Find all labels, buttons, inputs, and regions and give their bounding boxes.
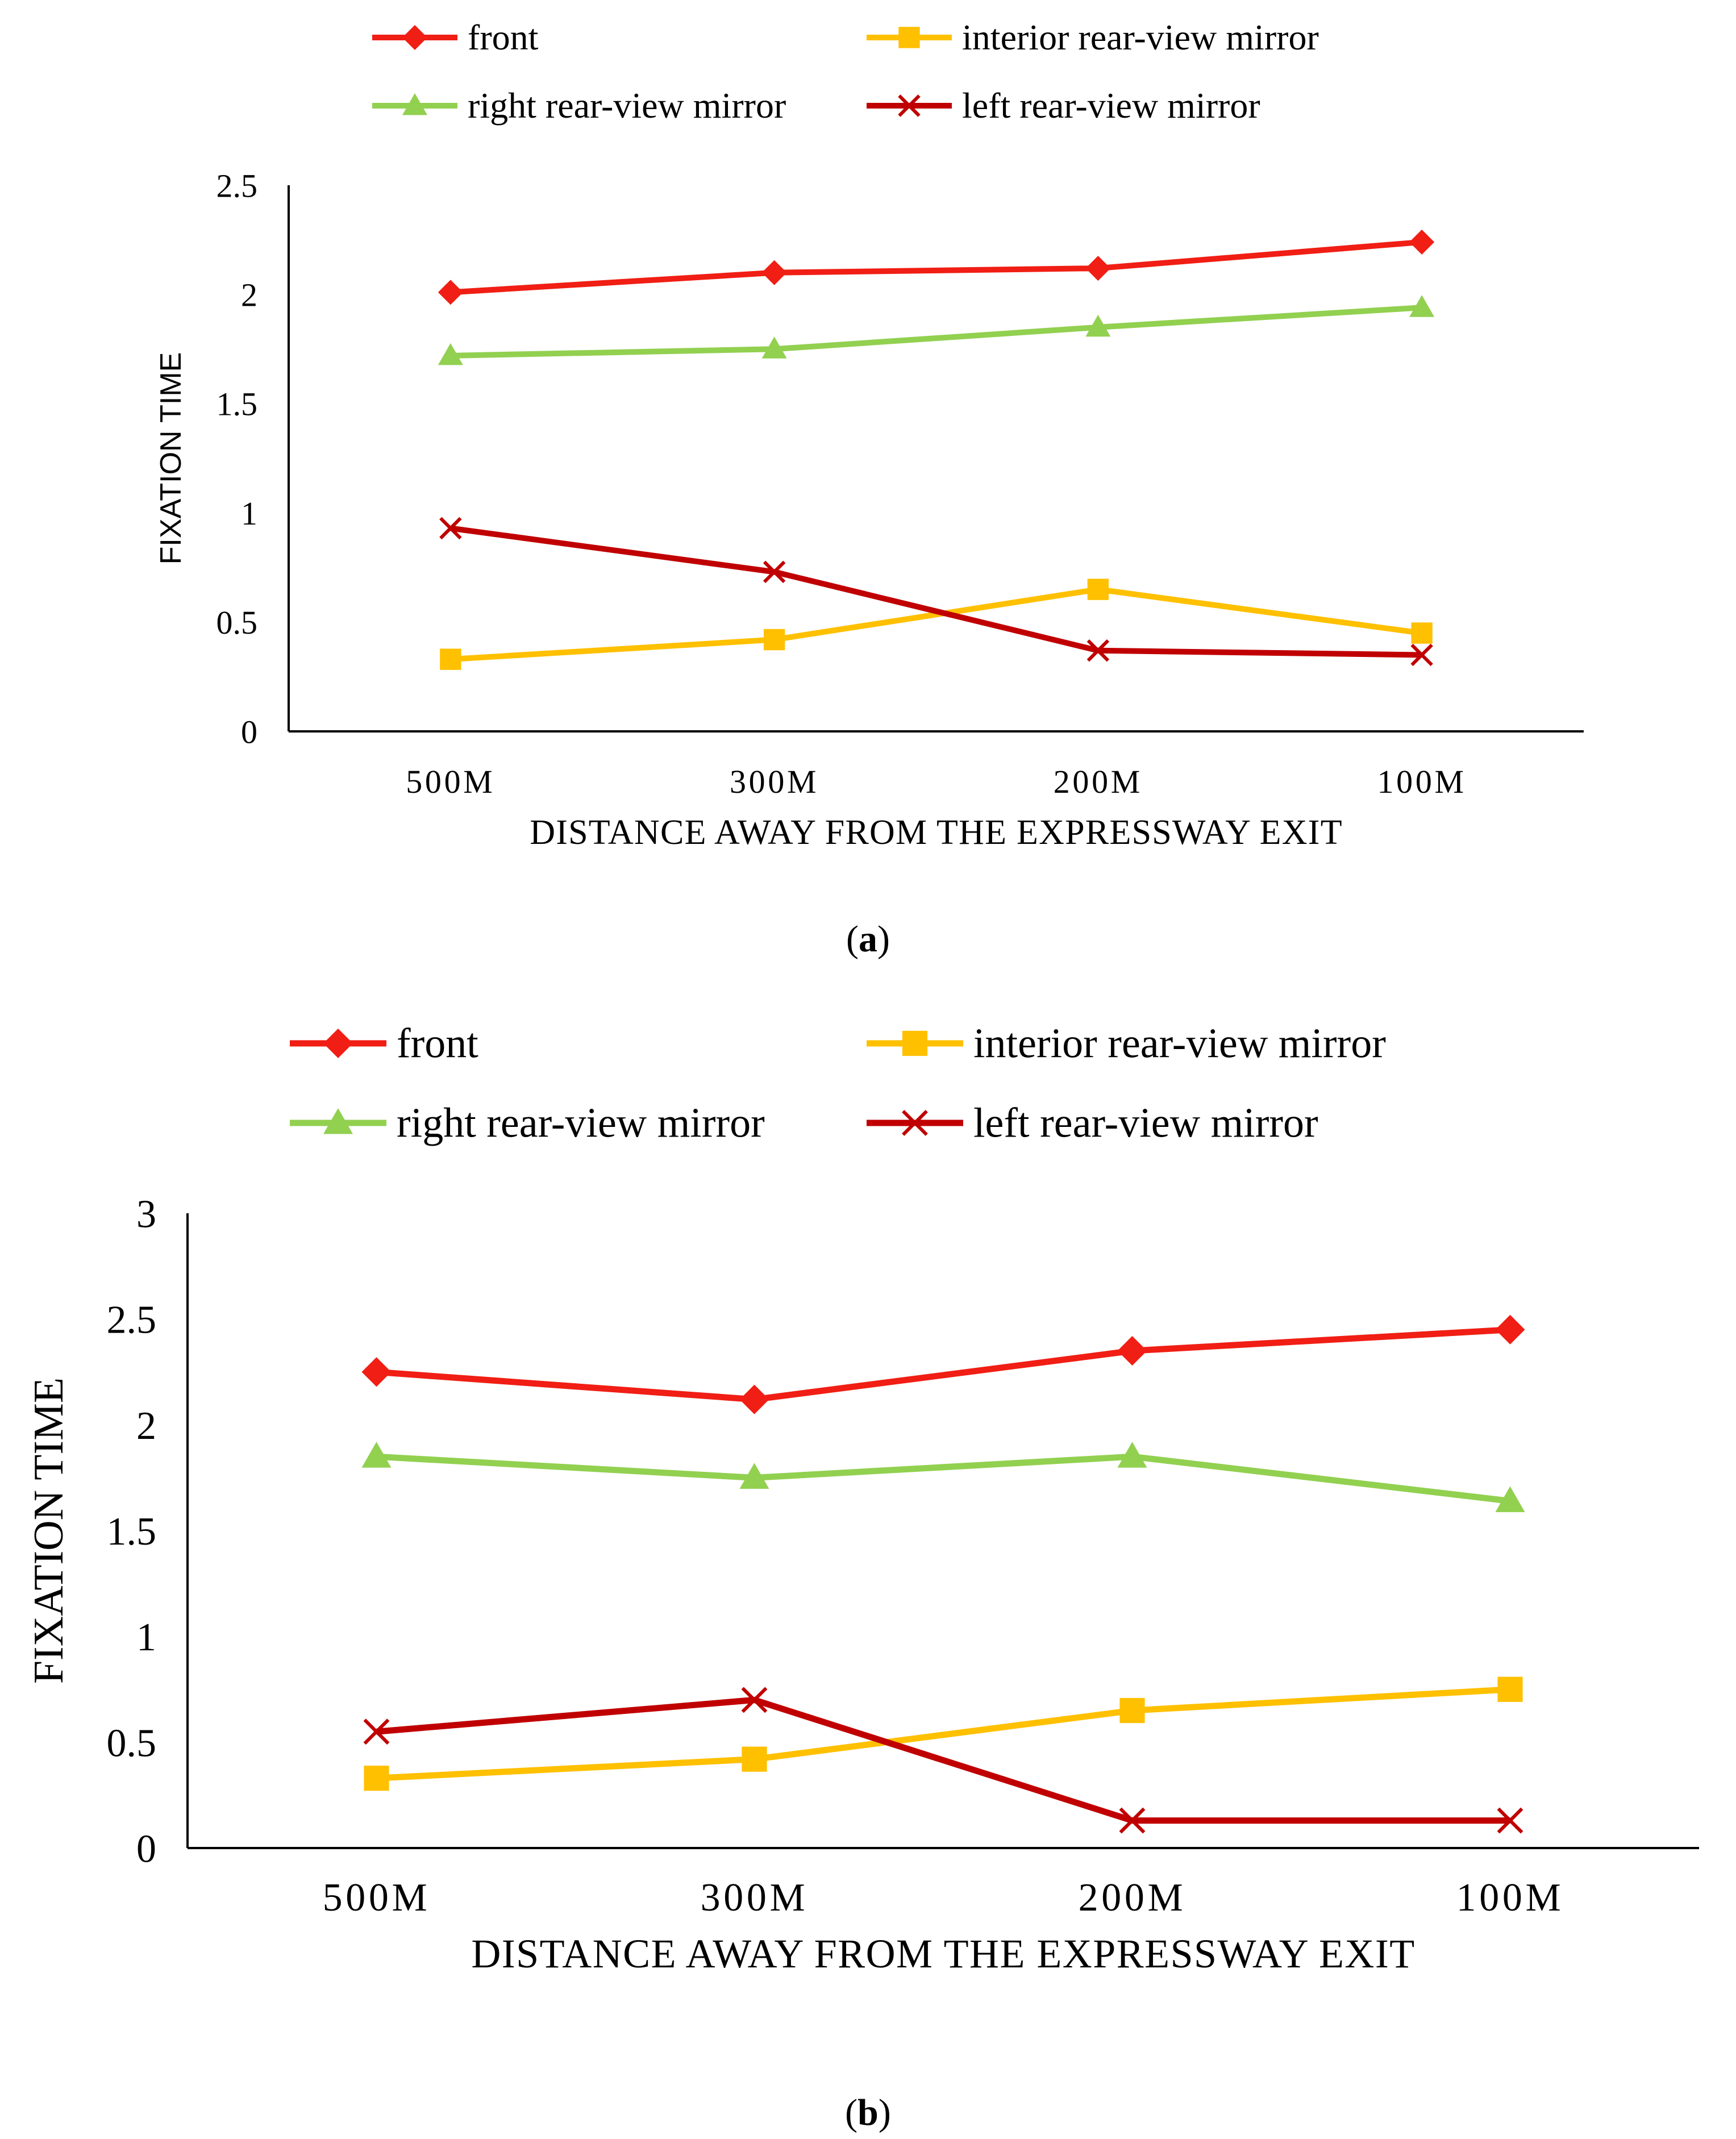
b-x-tick-label: 300M bbox=[701, 1876, 809, 1920]
a-y-tick-label: 0 bbox=[241, 713, 257, 750]
caption-b-label: b bbox=[857, 2092, 879, 2133]
b-legend-label-front: front bbox=[397, 1020, 478, 1067]
a-x-tick-label: 100M bbox=[1377, 763, 1467, 800]
b-point-left-rear-view-mirror-300m bbox=[741, 1687, 768, 1713]
a-y-axis-title: FIXATION TIME bbox=[155, 352, 188, 565]
b-series-line-front bbox=[376, 1326, 1510, 1403]
b-legend-marker-front bbox=[323, 1029, 353, 1058]
chart-b: 0 0.5 1 1.5 2 2.5 3 500M 300M 200M 100M DISTANCE AW… bbox=[26, 1020, 1699, 1976]
chart-panel-b: 0 0.5 1 1.5 2 2.5 3 500M 300M 200M 100M DISTANCE AW… bbox=[0, 1000, 1736, 2139]
a-y-tick-label: 2.5 bbox=[217, 167, 258, 204]
b-point-interior-rear-view-mirror-200m bbox=[1119, 1697, 1145, 1724]
a-x-tick-label: 500M bbox=[406, 763, 495, 800]
b-point-right-rear-view-mirror-300m bbox=[739, 1463, 769, 1489]
a-legend-marker-front bbox=[402, 25, 427, 50]
b-point-interior-rear-view-mirror-300m bbox=[742, 1746, 767, 1772]
b-legend-label-left-rear-view-mirror: left rear-view mirror bbox=[973, 1100, 1318, 1146]
b-y-tick-label: 2.5 bbox=[107, 1299, 157, 1342]
a-legend-label-front: front bbox=[468, 17, 539, 57]
a-point-left-rear-view-mirror-200m bbox=[1086, 639, 1110, 662]
b-point-front-100m bbox=[1495, 1314, 1525, 1345]
a-point-front-100m bbox=[1409, 229, 1435, 255]
a-point-right-rear-view-mirror-500m bbox=[438, 343, 463, 365]
b-point-right-rear-view-mirror-100m bbox=[1495, 1486, 1525, 1512]
a-point-right-rear-view-mirror-200m bbox=[1085, 314, 1111, 337]
b-legend-marker-left-rear-view-mirror bbox=[902, 1110, 928, 1136]
a-y-tick-label: 0.5 bbox=[217, 604, 258, 641]
b-y-tick-label: 0.5 bbox=[107, 1721, 157, 1765]
a-legend-marker-left-rear-view-mirror bbox=[898, 94, 921, 117]
b-point-left-rear-view-mirror-200m bbox=[1119, 1807, 1146, 1834]
b-y-tick-label: 0 bbox=[136, 1828, 156, 1871]
caption-a: (a) bbox=[846, 918, 890, 960]
a-point-front-500m bbox=[438, 280, 463, 305]
a-point-right-rear-view-mirror-300m bbox=[761, 336, 787, 359]
b-y-tick-label: 1 bbox=[136, 1616, 156, 1659]
a-x-axis-title: DISTANCE AWAY FROM THE EXPRESSWAY EXIT bbox=[530, 813, 1343, 852]
a-x-tick-label: 200M bbox=[1054, 763, 1143, 800]
b-point-front-500m bbox=[361, 1357, 392, 1387]
b-y-axis-title: FIXATION TIME bbox=[26, 1378, 72, 1684]
a-x-tick-label: 300M bbox=[730, 763, 819, 800]
b-point-right-rear-view-mirror-200m bbox=[1117, 1442, 1147, 1468]
b-legend-marker-right-rear-view-mirror bbox=[323, 1108, 353, 1134]
b-legend-marker-interior-rear-view-mirror bbox=[902, 1030, 928, 1056]
caption-a-label: a bbox=[859, 918, 877, 960]
a-point-front-300m bbox=[761, 260, 787, 285]
b-point-interior-rear-view-mirror-100m bbox=[1497, 1676, 1523, 1702]
b-series-line-left-rear-view-mirror bbox=[376, 1696, 1510, 1824]
b-series-line-interior-rear-view-mirror bbox=[376, 1686, 1510, 1782]
caption-b: (b) bbox=[845, 2092, 891, 2133]
b-y-tick-label: 3 bbox=[136, 1193, 156, 1237]
chart-panel-a: 0 0.5 1 1.5 2 2.5 500M 300M 200M 100M DISTANCE AWA… bbox=[0, 0, 1736, 1000]
a-point-interior-rear-view-mirror-100m bbox=[1411, 622, 1433, 644]
b-x-tick-label: 500M bbox=[323, 1876, 431, 1920]
b-point-front-200m bbox=[1117, 1336, 1147, 1366]
b-point-interior-rear-view-mirror-500m bbox=[364, 1766, 389, 1791]
a-point-front-200m bbox=[1085, 256, 1111, 281]
a-point-left-rear-view-mirror-500m bbox=[439, 517, 462, 540]
b-y-tick-label: 2 bbox=[136, 1404, 156, 1448]
a-y-tick-label: 1 bbox=[241, 495, 257, 532]
b-x-tick-label: 200M bbox=[1079, 1876, 1187, 1920]
b-x-axis-title: DISTANCE AWAY FROM THE EXPRESSWAY EXIT bbox=[471, 1931, 1415, 1976]
a-point-right-rear-view-mirror-100m bbox=[1409, 295, 1435, 317]
b-x-tick-label: 100M bbox=[1456, 1876, 1564, 1920]
a-legend-marker-right-rear-view-mirror bbox=[402, 93, 427, 115]
a-series-line-interior-rear-view-mirror bbox=[450, 586, 1422, 663]
b-series-line-right-rear-view-mirror bbox=[376, 1453, 1511, 1504]
a-point-interior-rear-view-mirror-200m bbox=[1087, 579, 1109, 600]
chart-a: 0 0.5 1 1.5 2 2.5 500M 300M 200M 100M DISTANCE AWA… bbox=[155, 17, 1584, 852]
a-y-tick-label: 2 bbox=[241, 277, 257, 314]
b-point-left-rear-view-mirror-500m bbox=[363, 1718, 390, 1745]
b-y-tick-label: 1.5 bbox=[107, 1510, 157, 1554]
a-point-left-rear-view-mirror-100m bbox=[1410, 643, 1433, 667]
a-legend-label-interior-rear-view-mirror: interior rear-view mirror bbox=[962, 17, 1319, 57]
b-point-right-rear-view-mirror-500m bbox=[361, 1442, 392, 1468]
a-legend-marker-interior-rear-view-mirror bbox=[898, 27, 920, 48]
b-point-left-rear-view-mirror-100m bbox=[1497, 1807, 1523, 1834]
b-legend-label-interior-rear-view-mirror: interior rear-view mirror bbox=[973, 1020, 1386, 1067]
a-series-line-left-rear-view-mirror bbox=[450, 525, 1422, 658]
a-point-interior-rear-view-mirror-500m bbox=[440, 648, 461, 670]
a-point-left-rear-view-mirror-300m bbox=[763, 560, 786, 584]
a-legend-label-left-rear-view-mirror: left rear-view mirror bbox=[962, 85, 1260, 126]
a-y-tick-label: 1.5 bbox=[217, 386, 258, 423]
a-series-line-right-rear-view-mirror bbox=[450, 305, 1422, 359]
a-legend-label-right-rear-view-mirror: right rear-view mirror bbox=[468, 85, 786, 126]
a-point-interior-rear-view-mirror-300m bbox=[763, 629, 785, 651]
a-series-line-front bbox=[450, 239, 1422, 296]
b-legend-label-right-rear-view-mirror: right rear-view mirror bbox=[397, 1100, 765, 1146]
b-point-front-300m bbox=[739, 1384, 769, 1414]
